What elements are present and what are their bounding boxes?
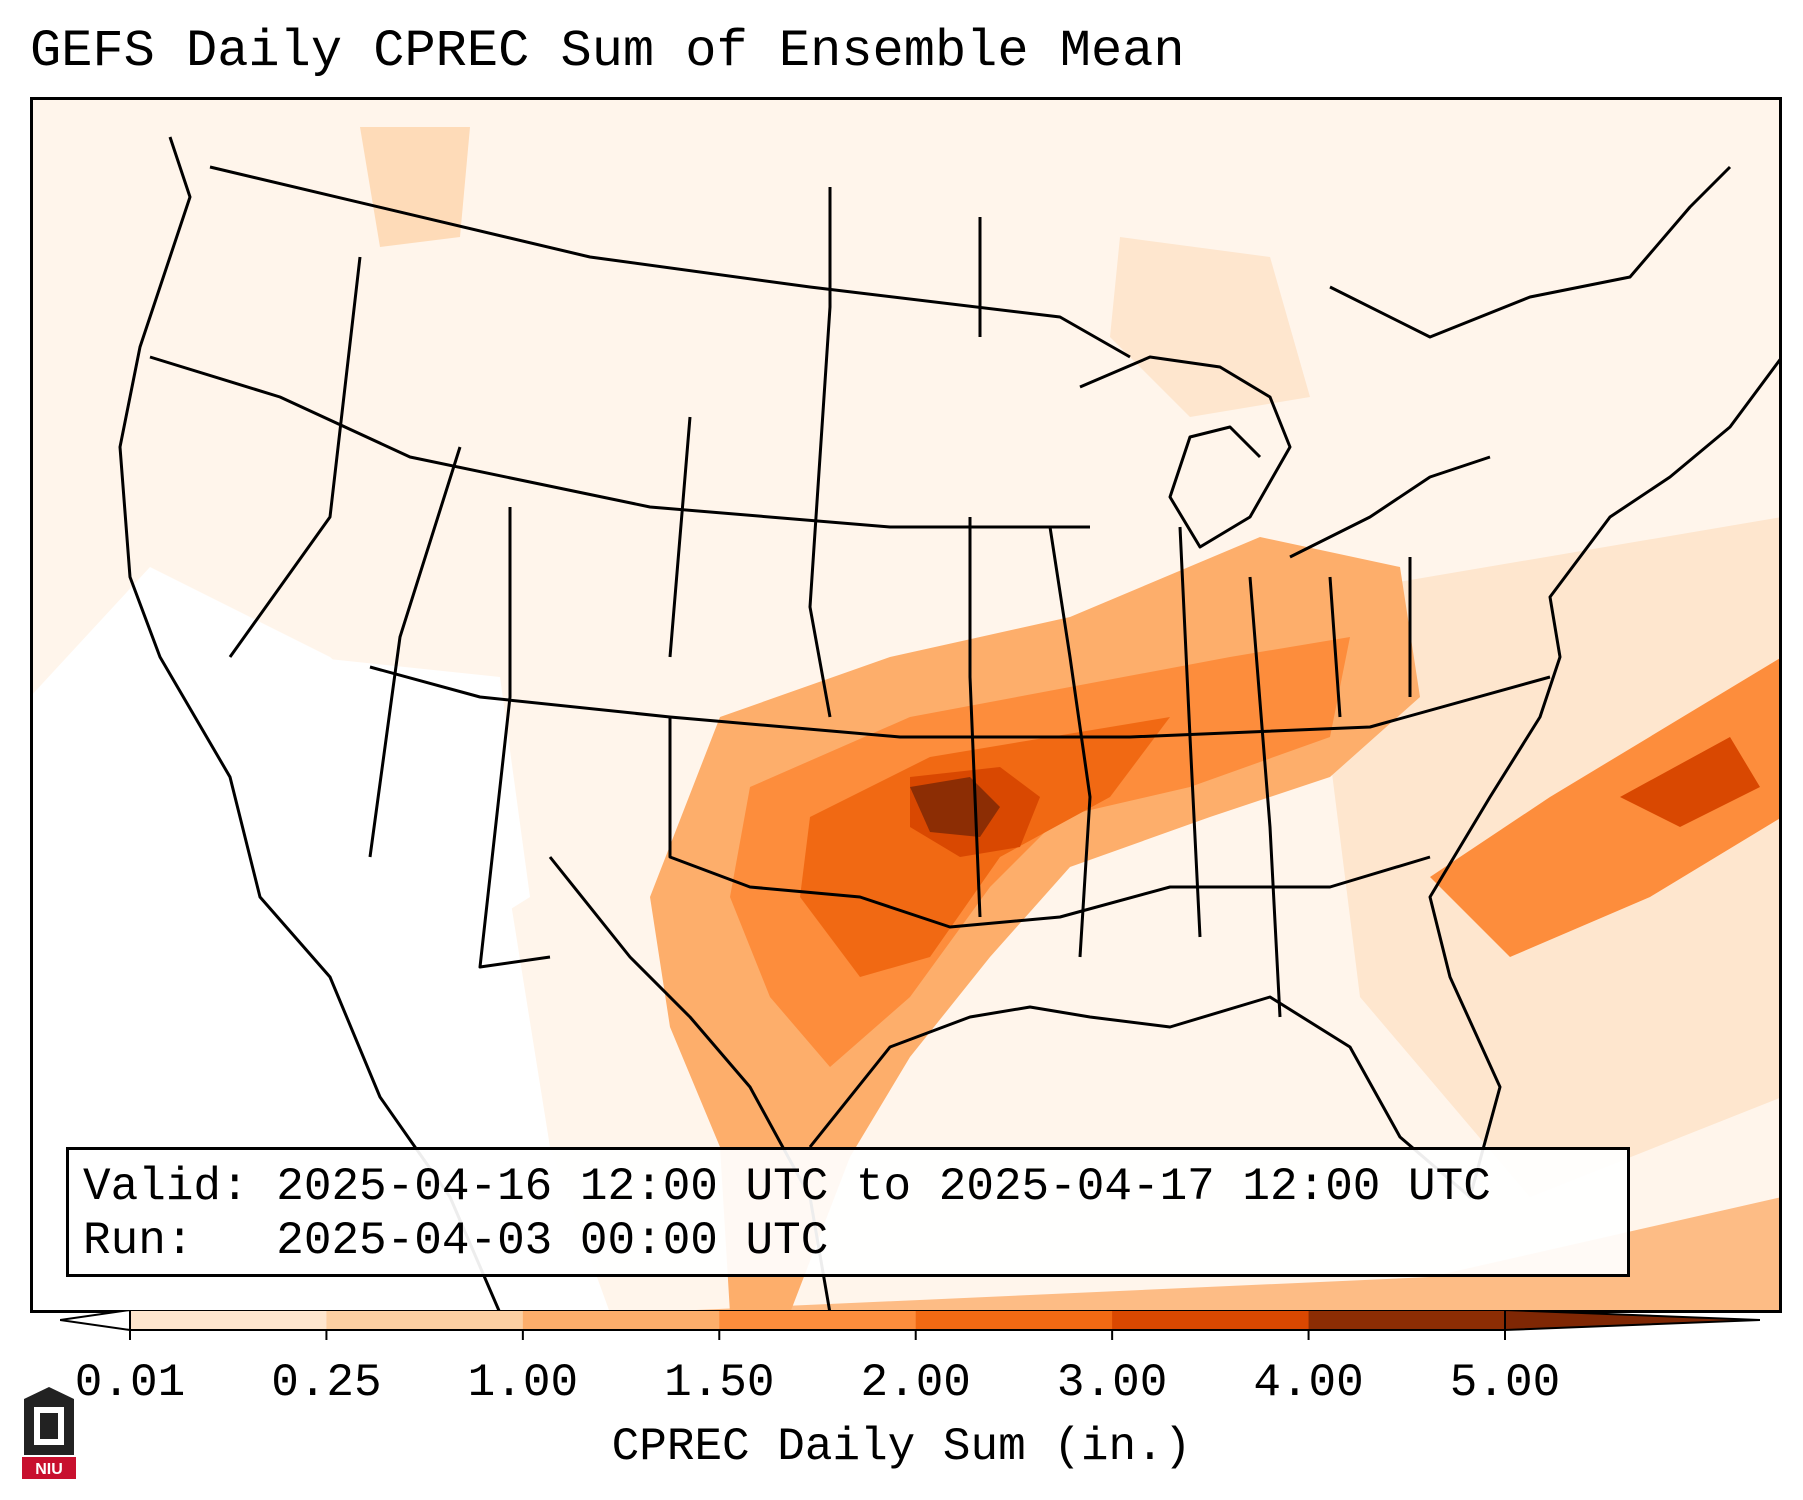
run-time-text: Run: 2025-04-03 00:00 UTC xyxy=(83,1215,829,1267)
canada-coast xyxy=(1329,165,1732,339)
colorbar-segment xyxy=(719,1310,917,1330)
precip-region-atlantic-core xyxy=(1620,737,1760,827)
precip-region-light-north xyxy=(1110,237,1310,417)
colorbar-tick-label: 1.00 xyxy=(467,1357,579,1409)
colorbar-tick-label: 2.00 xyxy=(860,1357,971,1409)
colorbar-segment xyxy=(1112,1310,1310,1330)
northern-tier xyxy=(149,355,1090,529)
colorbar-tick-label: 0.01 xyxy=(74,1357,186,1409)
colorbar-label: CPREC Daily Sum (in.) xyxy=(611,1421,1192,1473)
map-title: GEFS Daily CPREC Sum of Ensemble Mean xyxy=(30,22,1185,81)
niu-logo: NIU xyxy=(22,1387,76,1479)
valid-time-text: Valid: 2025-04-16 12:00 UTC to 2025-04-1… xyxy=(83,1161,1491,1213)
colorbar-segment xyxy=(326,1310,524,1330)
colorbar-tick-label: 0.25 xyxy=(271,1357,382,1409)
colorbar-tick-label: 5.00 xyxy=(1449,1357,1561,1409)
colorbar-under-arrow xyxy=(60,1310,131,1332)
vertical-lines-east xyxy=(1178,526,1412,1018)
niu-logo-text: NIU xyxy=(35,1461,63,1478)
colorbar-tick-label: 1.50 xyxy=(664,1357,775,1409)
precipitation-map xyxy=(30,97,1782,1313)
great-lakes xyxy=(1079,355,1491,559)
precip-region-gulf-south xyxy=(630,1197,1782,1313)
colorbar-tick-label: 3.00 xyxy=(1056,1357,1168,1409)
colorbar-segment xyxy=(130,1310,327,1330)
precip-region-atlantic-band xyxy=(1430,657,1782,957)
colorbar-over-arrow xyxy=(1504,1310,1760,1332)
colorbar-segment xyxy=(522,1310,720,1330)
colorbar-outline xyxy=(129,1310,1506,1331)
colorbar xyxy=(60,1310,1760,1340)
central-tier xyxy=(369,665,1551,739)
colorbar-segment xyxy=(915,1310,1113,1330)
colorbar-tick-label: 4.00 xyxy=(1253,1357,1364,1409)
us-canada-border xyxy=(209,165,1131,359)
dry-region-southwest-interior xyxy=(290,657,530,997)
southern-tier xyxy=(668,717,1431,929)
run-info-box: Valid: 2025-04-16 12:00 UTC to 2025-04-1… xyxy=(66,1147,1630,1277)
precip-region-light-northwest xyxy=(360,127,470,247)
vertical-lines-west xyxy=(228,256,692,969)
colorbar-segment xyxy=(1308,1310,1506,1330)
west-coast xyxy=(118,136,502,1313)
vertical-lines-central xyxy=(808,187,1092,958)
